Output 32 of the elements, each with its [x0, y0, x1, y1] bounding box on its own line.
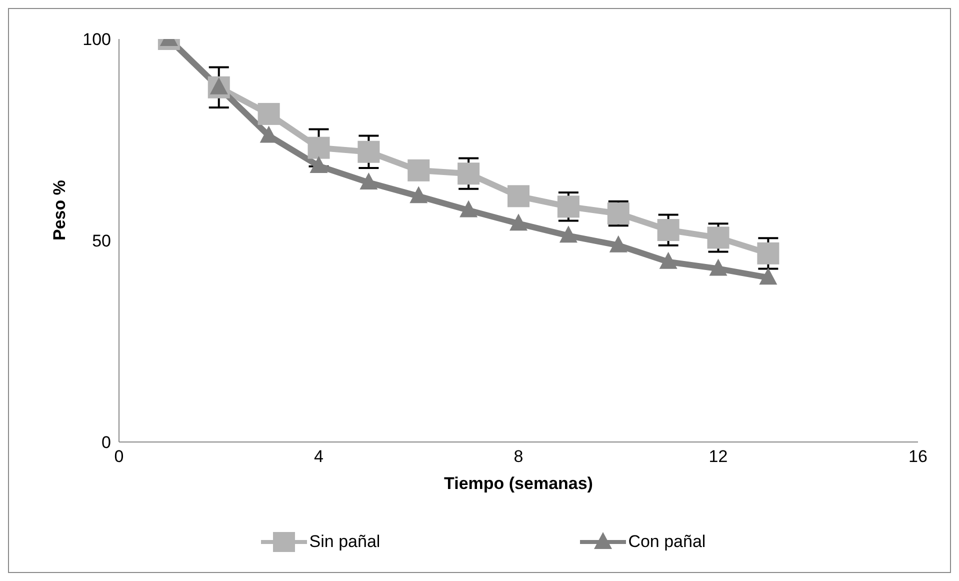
point — [657, 219, 680, 242]
point — [310, 156, 328, 173]
point — [609, 235, 628, 252]
legend-label: Sin pañal — [309, 532, 380, 552]
point — [308, 136, 330, 159]
point — [510, 214, 528, 231]
point — [659, 252, 678, 269]
point — [508, 185, 530, 208]
point — [458, 162, 480, 185]
point — [358, 140, 380, 163]
point — [410, 186, 428, 204]
point — [559, 226, 578, 243]
point — [707, 226, 730, 249]
y-axis-title: Peso % — [50, 180, 70, 240]
point — [557, 196, 580, 218]
y-tick-label: 0 — [102, 433, 111, 452]
point — [258, 102, 280, 125]
point — [757, 242, 780, 264]
point — [408, 159, 430, 182]
x-tick-label: 4 — [314, 447, 324, 466]
point — [759, 268, 778, 285]
point — [360, 172, 378, 190]
x-tick-label: 12 — [708, 447, 728, 466]
point — [460, 200, 478, 218]
y-tick-label: 50 — [92, 232, 111, 251]
x-tick-label: 8 — [514, 447, 524, 466]
point — [709, 258, 728, 276]
legend-label: Con pañal — [628, 532, 706, 552]
x-axis-title: Tiempo (semanas) — [444, 474, 593, 494]
x-tick-label: 0 — [114, 447, 124, 466]
y-tick-label: 100 — [82, 30, 111, 50]
x-tick-label: 16 — [908, 447, 928, 466]
